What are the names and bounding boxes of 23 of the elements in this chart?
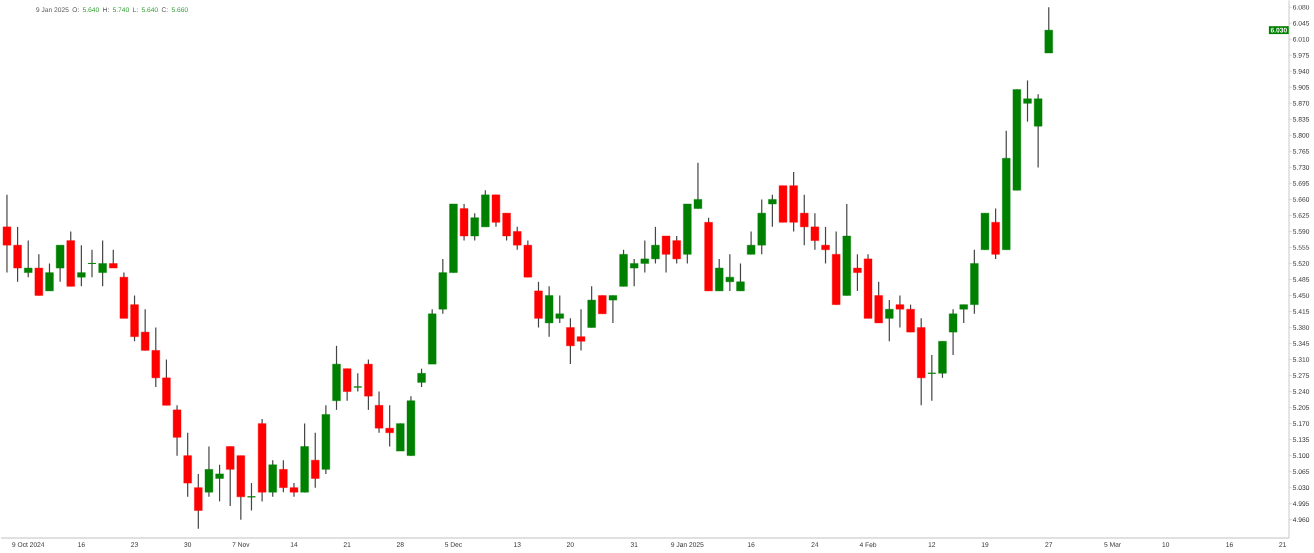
candlestick (598, 294, 607, 315)
candlestick (353, 372, 363, 393)
candlestick (470, 212, 479, 242)
candlestick (768, 194, 777, 228)
candlestick (77, 244, 86, 287)
candlestick (651, 226, 660, 265)
candlestick (45, 262, 54, 292)
candlestick (959, 304, 968, 324)
candlestick (608, 294, 618, 324)
candlestick (194, 473, 203, 530)
candlestick (736, 262, 745, 292)
candlestick (24, 240, 33, 278)
candlestick (948, 308, 958, 356)
candlestick (109, 249, 118, 269)
candlestick (343, 368, 352, 402)
candlestick (821, 226, 830, 265)
candlestick (311, 432, 320, 489)
candlestick (417, 368, 426, 388)
candlestick (1044, 6, 1053, 54)
candlestick (1023, 79, 1032, 123)
candlestick (55, 244, 65, 283)
candlestick (98, 240, 107, 287)
candlestick (885, 299, 894, 342)
